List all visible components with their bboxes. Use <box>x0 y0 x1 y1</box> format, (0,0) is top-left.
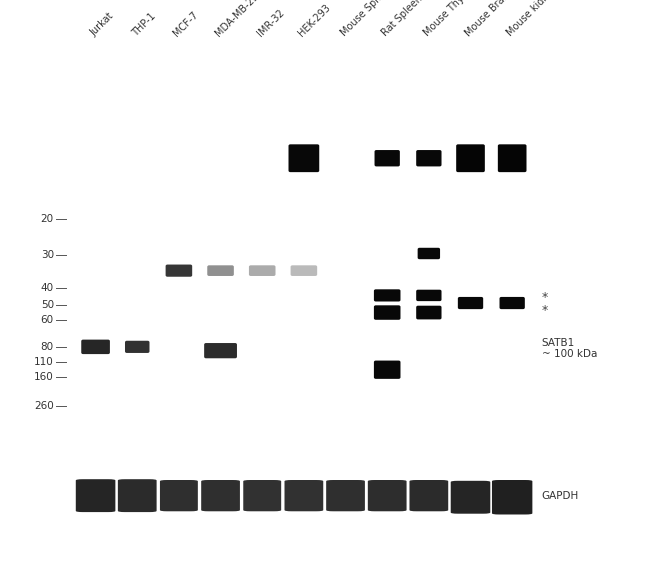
Text: 260: 260 <box>34 401 54 411</box>
Text: IMR-32: IMR-32 <box>255 7 286 38</box>
Text: 160: 160 <box>34 372 54 382</box>
FancyBboxPatch shape <box>374 360 400 379</box>
FancyBboxPatch shape <box>166 265 192 277</box>
Text: 80: 80 <box>41 342 54 352</box>
FancyBboxPatch shape <box>374 305 400 320</box>
Text: *: * <box>542 304 548 317</box>
FancyBboxPatch shape <box>498 144 527 172</box>
Text: MCF-7: MCF-7 <box>172 10 201 38</box>
FancyBboxPatch shape <box>499 297 525 309</box>
Text: Rat Spleen: Rat Spleen <box>380 0 424 38</box>
FancyBboxPatch shape <box>125 341 150 353</box>
FancyBboxPatch shape <box>450 481 490 513</box>
Text: Mouse Spleen: Mouse Spleen <box>339 0 394 38</box>
FancyBboxPatch shape <box>285 480 323 511</box>
FancyBboxPatch shape <box>204 343 237 358</box>
FancyBboxPatch shape <box>368 480 406 511</box>
Text: 40: 40 <box>41 283 54 293</box>
FancyBboxPatch shape <box>416 150 441 166</box>
Text: 60: 60 <box>41 315 54 325</box>
FancyBboxPatch shape <box>243 480 281 511</box>
FancyBboxPatch shape <box>456 144 485 172</box>
FancyBboxPatch shape <box>410 480 448 511</box>
FancyBboxPatch shape <box>326 480 365 511</box>
FancyBboxPatch shape <box>416 306 441 319</box>
Text: 30: 30 <box>41 250 54 260</box>
FancyBboxPatch shape <box>160 480 198 511</box>
Text: Mouse Brain: Mouse Brain <box>463 0 514 38</box>
FancyBboxPatch shape <box>202 480 240 511</box>
FancyBboxPatch shape <box>207 265 234 276</box>
FancyBboxPatch shape <box>289 144 319 172</box>
FancyBboxPatch shape <box>374 289 400 301</box>
Text: Mouse Thymus: Mouse Thymus <box>422 0 481 38</box>
FancyBboxPatch shape <box>458 297 483 309</box>
FancyBboxPatch shape <box>374 150 400 166</box>
Text: SATB1: SATB1 <box>542 338 575 348</box>
FancyBboxPatch shape <box>492 480 532 515</box>
Text: GAPDH: GAPDH <box>542 490 579 501</box>
Text: 110: 110 <box>34 357 54 367</box>
FancyBboxPatch shape <box>76 479 115 512</box>
Text: ~ 100 kDa: ~ 100 kDa <box>542 350 597 359</box>
Text: THP-1: THP-1 <box>130 11 157 38</box>
FancyBboxPatch shape <box>118 479 157 512</box>
FancyBboxPatch shape <box>291 265 317 276</box>
FancyBboxPatch shape <box>418 248 440 259</box>
Text: Mouse kidney: Mouse kidney <box>505 0 560 38</box>
FancyBboxPatch shape <box>416 290 441 301</box>
Text: *: * <box>542 291 548 304</box>
Text: 50: 50 <box>41 300 54 310</box>
Text: Jurkat: Jurkat <box>88 11 116 38</box>
Text: MDA-MB-231: MDA-MB-231 <box>213 0 265 38</box>
FancyBboxPatch shape <box>249 265 276 276</box>
Text: 20: 20 <box>41 214 54 224</box>
Text: HEK-293: HEK-293 <box>297 2 333 38</box>
FancyBboxPatch shape <box>81 340 110 354</box>
